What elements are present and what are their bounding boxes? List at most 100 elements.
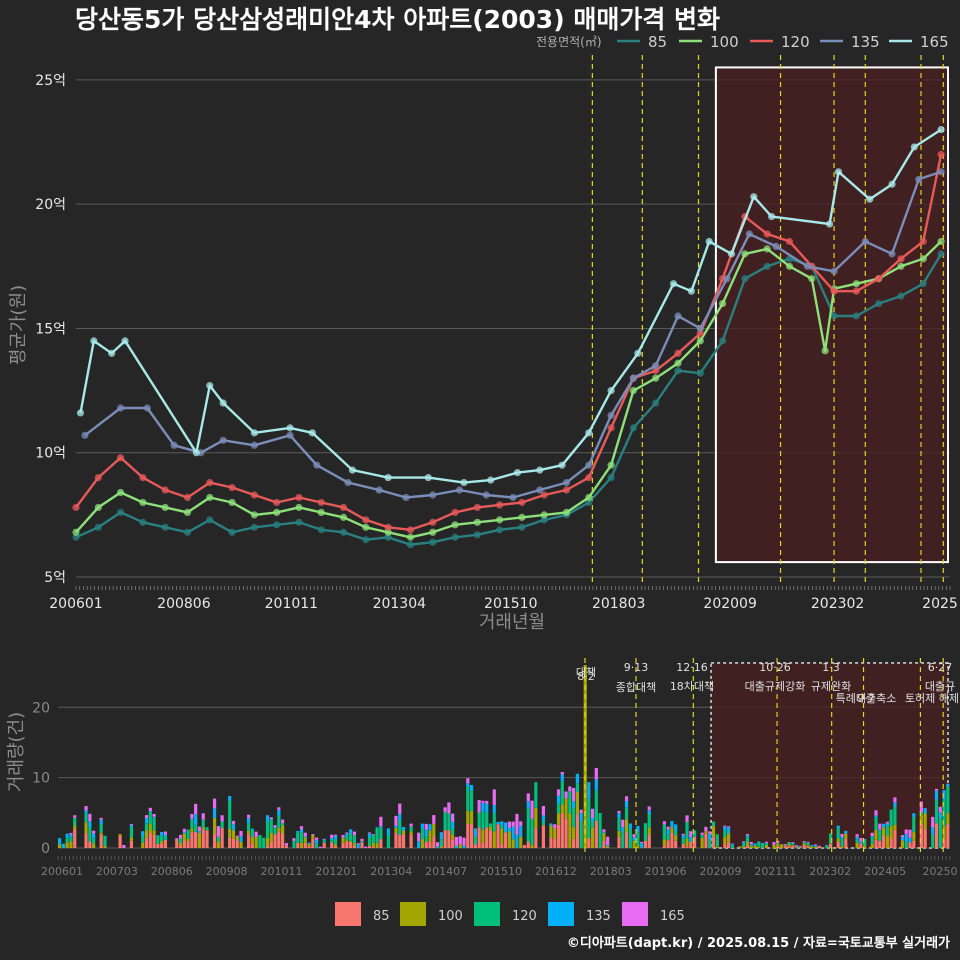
volume-legend-swatch-100: [400, 902, 426, 926]
volume-x-tick-label: 201510: [480, 865, 522, 878]
volume-bar-120: [488, 823, 493, 827]
volume-bar-85: [160, 843, 164, 848]
volume-bar-100: [239, 841, 243, 848]
price-point-85: [473, 531, 481, 539]
volume-bar-135: [572, 801, 576, 808]
volume-x-tick-label: 200601: [41, 865, 83, 878]
volume-bar-120: [919, 812, 923, 816]
volume-y-axis-label: 거래량(건): [6, 712, 27, 792]
volume-bar-135: [84, 810, 88, 814]
volume-bar-120: [942, 799, 946, 826]
volume-bar-165: [553, 824, 557, 829]
volume-bar-120: [73, 817, 77, 826]
volume-y-tick-label: 20: [32, 700, 50, 716]
volume-bar-85: [791, 845, 795, 848]
volume-bar-100: [186, 838, 190, 841]
volume-bar-100: [900, 840, 905, 848]
volume-bar-135: [708, 833, 712, 840]
price-point-165: [384, 473, 392, 482]
volume-bar-120: [572, 807, 576, 828]
volume-bar-165: [360, 838, 364, 842]
volume-bar-100: [160, 840, 164, 844]
volume-bar-165: [647, 806, 651, 811]
price-point-85: [228, 528, 236, 536]
volume-x-tick-label: 200806: [151, 865, 193, 878]
volume-bar-85: [152, 834, 156, 848]
volume-bar-120: [69, 837, 73, 842]
volume-bar-165: [764, 841, 769, 843]
volume-bar-135: [855, 836, 859, 840]
volume-bar-85: [250, 843, 254, 848]
volume-bar-165: [212, 798, 217, 809]
volume-bar-135: [417, 841, 421, 848]
price-point-165: [90, 337, 98, 345]
volume-bar-135: [825, 844, 829, 846]
volume-bar-120: [643, 823, 648, 841]
volume-bar-120: [624, 807, 629, 820]
volume-bar-100: [753, 845, 757, 848]
volume-bar-100: [715, 846, 719, 848]
volume-bar-120: [534, 782, 538, 808]
volume-bar-85: [201, 829, 205, 848]
volume-bar-85: [341, 842, 345, 848]
volume-bar-85: [401, 834, 406, 848]
volume-bar-165: [681, 833, 685, 836]
volume-bar-135: [908, 837, 912, 843]
price-point-165: [536, 466, 544, 474]
volume-bar-120: [938, 818, 942, 848]
volume-bar-120: [730, 845, 734, 848]
price-point-100: [518, 513, 526, 521]
price-point-120: [362, 516, 370, 524]
legend-title: 전용면적(㎡): [536, 35, 602, 49]
price-point-100: [429, 528, 437, 536]
volume-bar-100: [69, 841, 73, 848]
volume-bar-100: [345, 840, 349, 842]
volume-bar-165: [632, 834, 636, 838]
volume-bar-120: [628, 829, 632, 848]
volume-x-tick-label: 200703: [96, 865, 138, 878]
price-point-85: [183, 528, 192, 536]
volume-bar-85: [281, 833, 285, 848]
volume-bar-100: [394, 828, 398, 834]
volume-bar-100: [704, 831, 708, 834]
legend-label-120: 120: [781, 33, 810, 51]
volume-bar-100: [749, 846, 753, 848]
volume-bar-100: [723, 837, 727, 845]
volume-bar-85: [352, 845, 357, 848]
price-point-100: [937, 237, 945, 246]
price-point-85: [937, 250, 945, 258]
volume-bar-85: [367, 845, 372, 848]
volume-bar-100: [144, 830, 149, 839]
volume-bar-165: [908, 829, 912, 838]
volume-bar-100: [466, 810, 470, 825]
chart-title: 당산동5가 당산삼성래미안4차 아파트(2003) 매매가격 변화: [75, 5, 720, 34]
volume-bar-120: [878, 830, 882, 841]
volume-bar-165: [723, 825, 727, 827]
volume-bar-85: [727, 841, 731, 848]
volume-bar-120: [273, 827, 277, 835]
price-series-165: [76, 125, 945, 487]
volume-bar-135: [590, 817, 595, 822]
volume-bar-85: [477, 827, 481, 848]
volume-bar-135: [99, 819, 103, 825]
volume-bar-135: [299, 829, 304, 833]
volume-bar-100: [235, 836, 239, 841]
volume-bar-135: [863, 838, 867, 840]
volume-bar-135: [265, 815, 270, 822]
volume-bar-165: [806, 841, 810, 843]
volume-bar-135: [277, 809, 281, 816]
volume-bar-85: [303, 842, 307, 848]
volume-bar-135: [141, 831, 145, 837]
volume-bar-165: [624, 796, 629, 802]
volume-bar-120: [829, 833, 833, 844]
volume-bar-135: [231, 824, 236, 831]
price-point-120: [852, 287, 860, 295]
volume-bar-120: [144, 823, 149, 831]
volume-bar-135: [190, 818, 194, 820]
price-point-100: [540, 511, 548, 519]
price-point-120: [116, 454, 125, 462]
volume-bar-165: [515, 813, 519, 835]
volume-bar-120: [560, 781, 564, 805]
volume-bar-85: [776, 846, 780, 848]
volume-bar-85: [783, 846, 787, 848]
